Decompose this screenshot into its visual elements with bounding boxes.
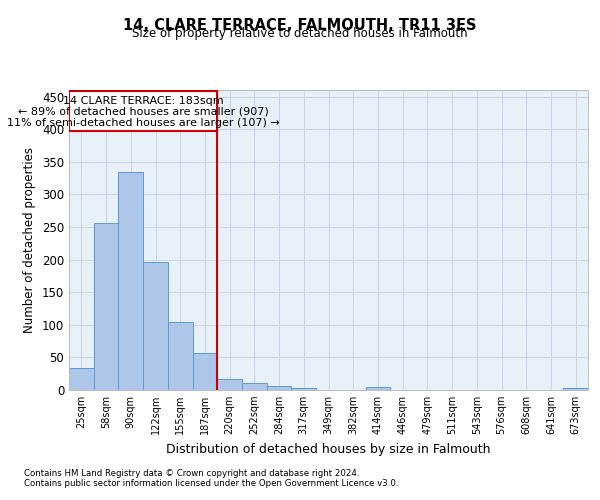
- Bar: [267, 386, 292, 390]
- Text: 14, CLARE TERRACE, FALMOUTH, TR11 3ES: 14, CLARE TERRACE, FALMOUTH, TR11 3ES: [123, 18, 477, 32]
- Y-axis label: Number of detached properties: Number of detached properties: [23, 147, 37, 333]
- Bar: [242, 384, 267, 390]
- Bar: [94, 223, 118, 390]
- Bar: [168, 322, 193, 390]
- Text: Contains public sector information licensed under the Open Government Licence v3: Contains public sector information licen…: [24, 478, 398, 488]
- Bar: [69, 92, 217, 131]
- Bar: [118, 172, 143, 390]
- Bar: [365, 388, 390, 390]
- X-axis label: Distribution of detached houses by size in Falmouth: Distribution of detached houses by size …: [166, 442, 491, 456]
- Bar: [292, 388, 316, 390]
- Bar: [69, 368, 94, 390]
- Text: Size of property relative to detached houses in Falmouth: Size of property relative to detached ho…: [132, 28, 468, 40]
- Text: 11% of semi-detached houses are larger (107) →: 11% of semi-detached houses are larger (…: [7, 118, 280, 128]
- Bar: [143, 262, 168, 390]
- Bar: [563, 388, 588, 390]
- Text: 14 CLARE TERRACE: 183sqm: 14 CLARE TERRACE: 183sqm: [63, 96, 223, 106]
- Text: Contains HM Land Registry data © Crown copyright and database right 2024.: Contains HM Land Registry data © Crown c…: [24, 468, 359, 477]
- Text: ← 89% of detached houses are smaller (907): ← 89% of detached houses are smaller (90…: [18, 107, 269, 117]
- Bar: [217, 379, 242, 390]
- Bar: [193, 353, 217, 390]
